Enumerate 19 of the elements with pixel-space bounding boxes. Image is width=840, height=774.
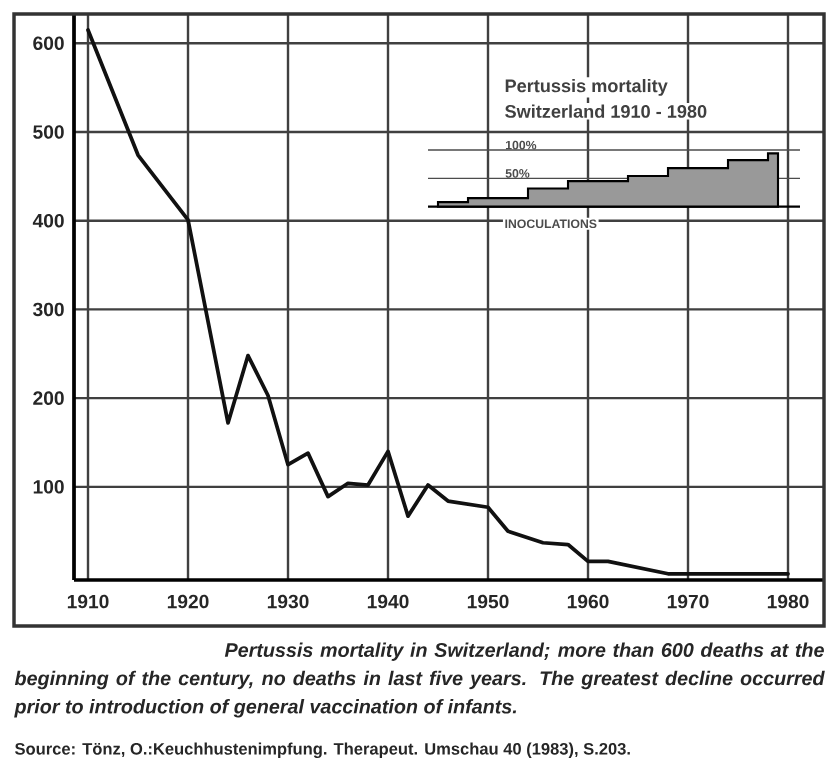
- chart-subtitle: Switzerland 1910 - 1980: [505, 104, 707, 118]
- source-note: Source: Tönz, O.:Keuchhustenimpfung. Therapeut. Umschau 40 (1983), S.203.: [15, 742, 630, 759]
- text: Pertussis mortality in Switzerland; more than 600 deaths at the beginning of the century, no deaths in last five years. The greatest decline occurred prior to introduction of general vaccination of infants.: [14, 642, 825, 718]
- x-tick-label: 1910: [67, 594, 109, 609]
- y-tick-label: 600: [33, 36, 64, 51]
- line-series: [86, 28, 790, 576]
- chart-title: Pertussis mortality: [505, 78, 668, 96]
- x-tick-label: 1940: [367, 594, 409, 609]
- y-tick-label: 400: [32, 213, 64, 228]
- y-tick-label: 500: [33, 125, 64, 139]
- x-tick-label: 1920: [167, 594, 209, 609]
- x-tick-label: 1950: [467, 594, 509, 609]
- y-tick-label: 300: [33, 302, 64, 317]
- x-tick-label: 1960: [567, 594, 609, 609]
- y-tick-label: 100: [33, 480, 64, 494]
- x-tick-label: 1930: [267, 594, 309, 609]
- x-tick-label: 1970: [667, 594, 709, 609]
- y-tick-label: 200: [33, 391, 64, 405]
- x-tick-label: 1980: [767, 594, 809, 609]
